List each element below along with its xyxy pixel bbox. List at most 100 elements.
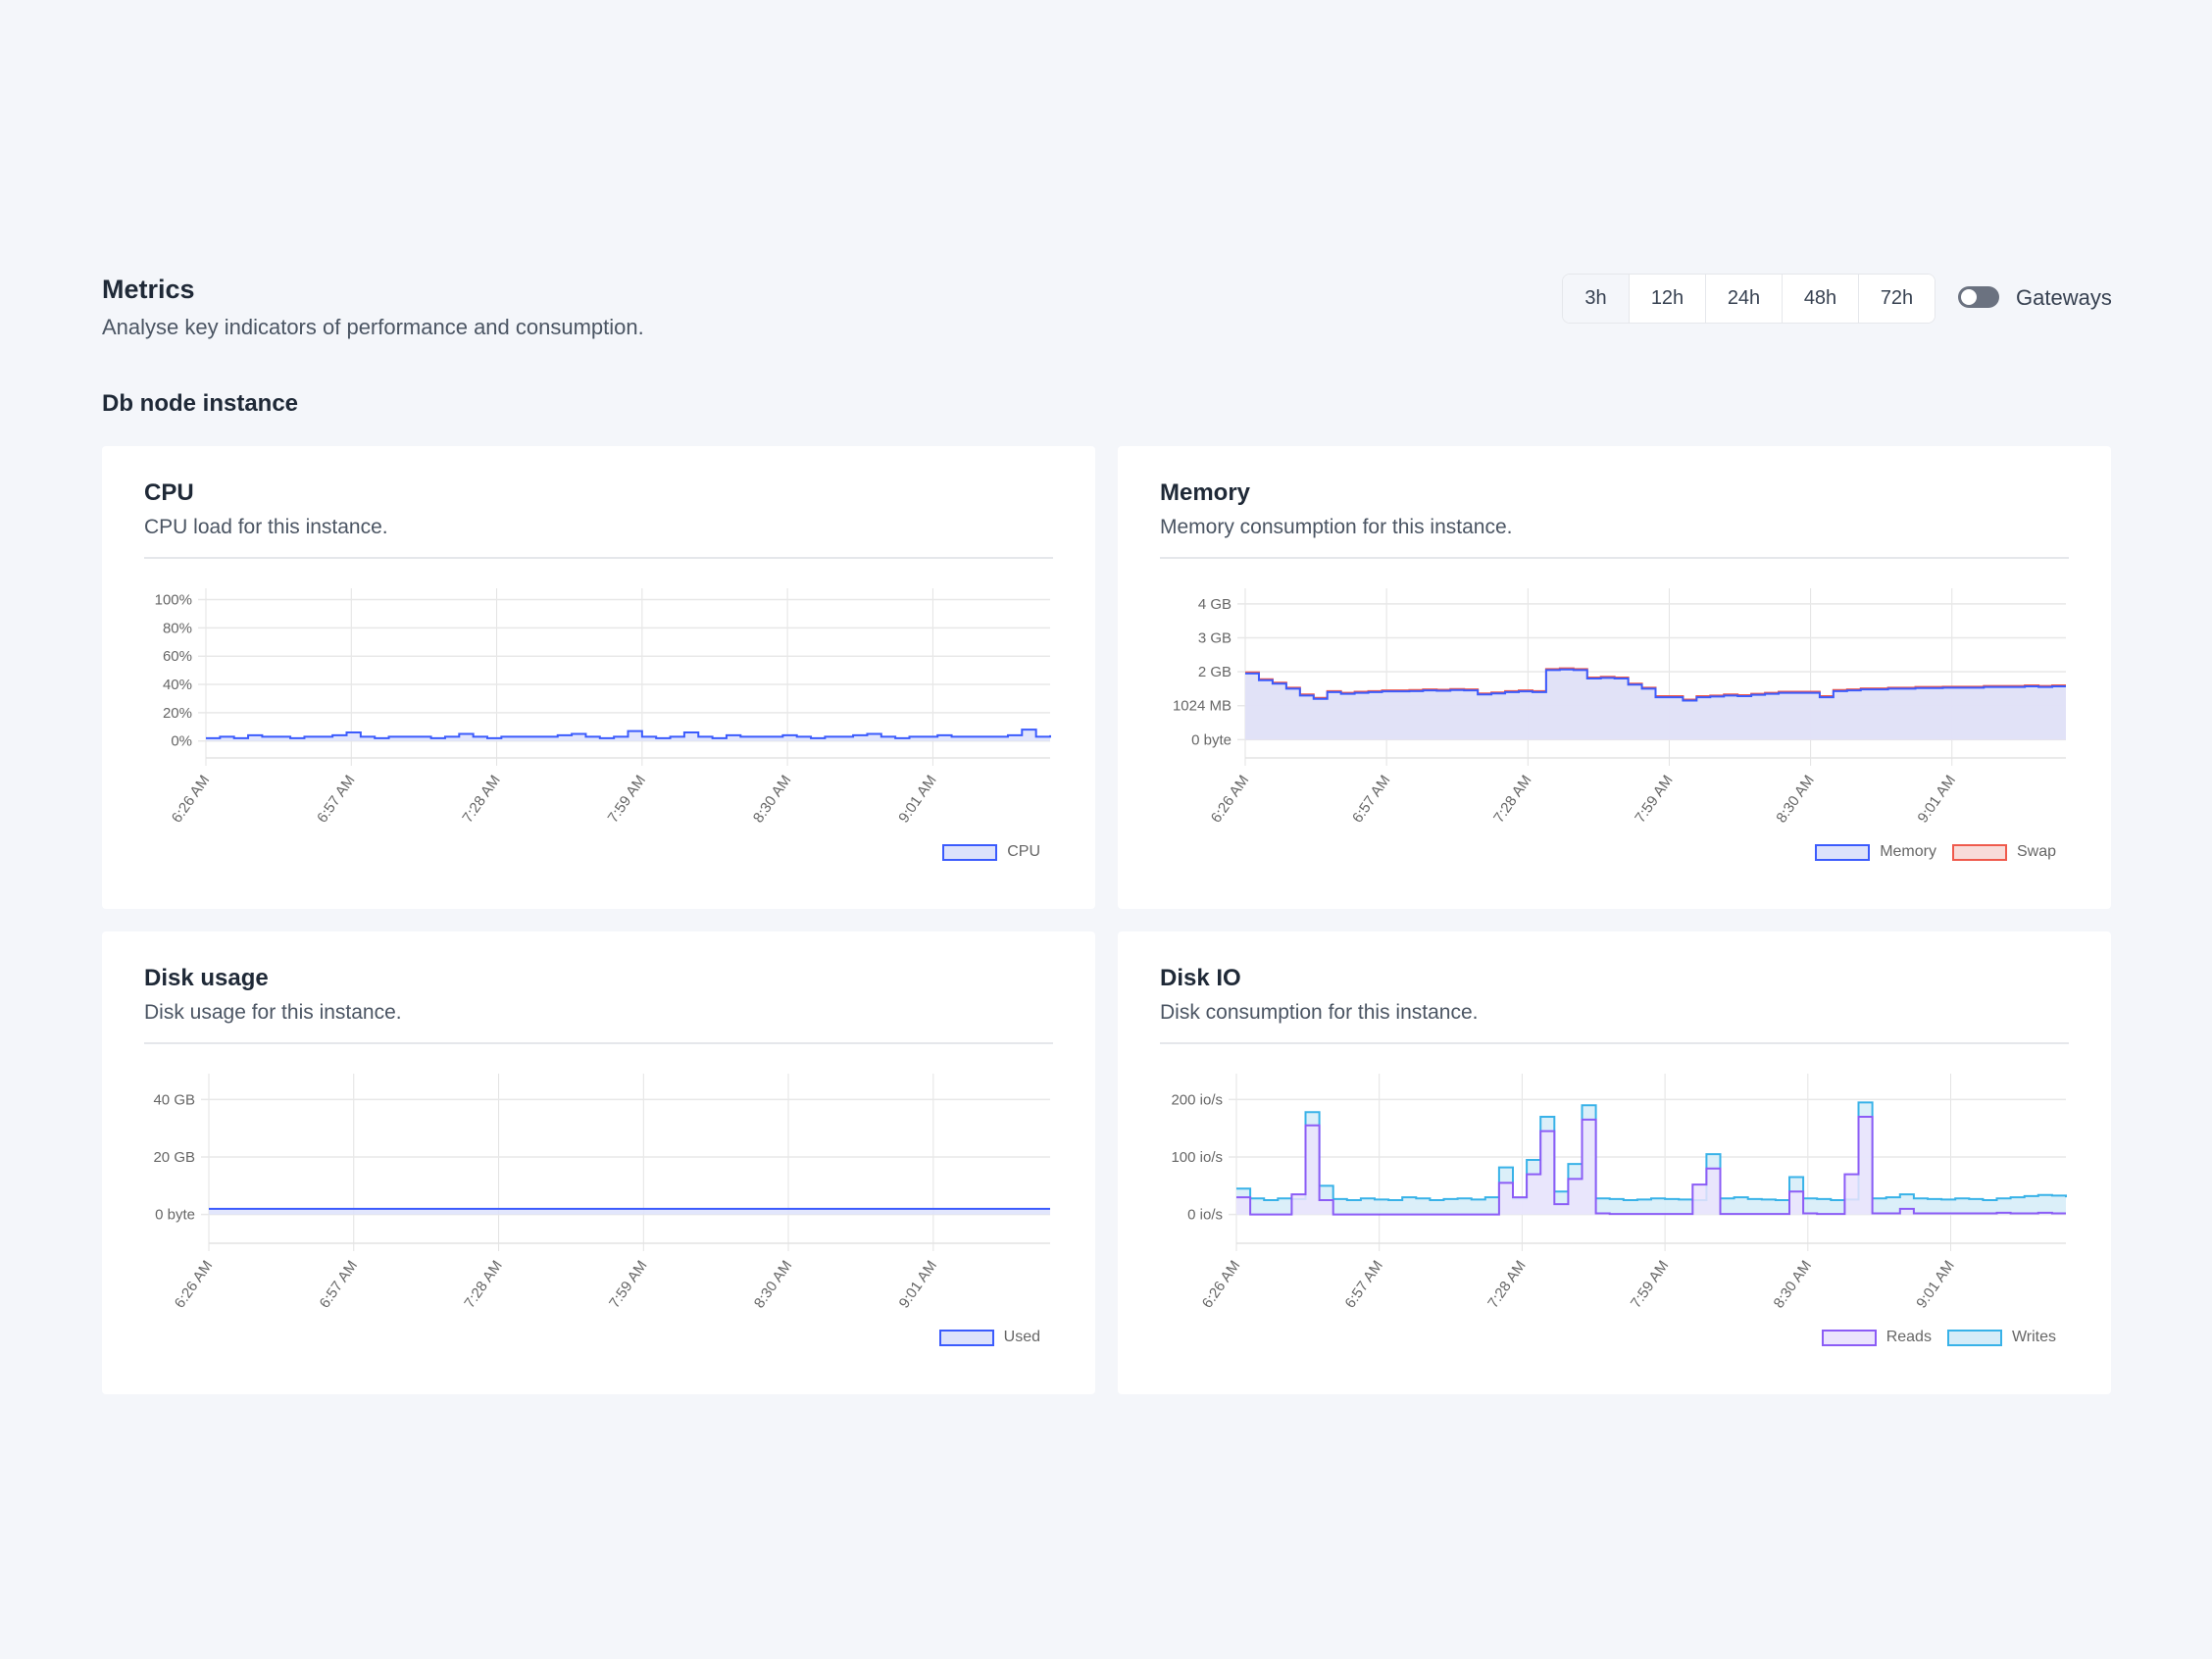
reads-line — [1236, 1115, 2066, 1216]
legend-swatch — [938, 1329, 994, 1346]
y-tick-label: 40 GB — [153, 1091, 195, 1108]
legend-label: Swap — [2016, 843, 2056, 860]
y-tick-label: 100 io/s — [1171, 1149, 1223, 1166]
y-tick-label: 20% — [163, 705, 192, 722]
gateways-toggle[interactable] — [1958, 286, 1999, 308]
range-12h-button[interactable]: 12h — [1629, 275, 1705, 323]
writes-line — [1236, 1101, 2067, 1202]
x-tick-label: 6:57 AM — [317, 1258, 361, 1312]
chart-legend: Reads Writes — [1821, 1329, 2056, 1346]
x-tick-label: 6:26 AM — [1199, 1258, 1243, 1312]
swap-line — [1245, 667, 2066, 701]
range-48h-button[interactable]: 48h — [1782, 275, 1858, 323]
chart-legend: Used — [938, 1329, 1040, 1346]
x-tick-label: 9:01 AM — [896, 1258, 940, 1312]
x-tick-label: 7:28 AM — [461, 1258, 505, 1312]
legend-label: Reads — [1885, 1329, 1932, 1345]
used-area — [209, 1208, 1050, 1215]
page-subtitle: Analyse key indicators of performance an… — [102, 315, 644, 339]
x-tick-label: 8:30 AM — [750, 773, 794, 827]
y-tick-label: 0 byte — [1191, 731, 1232, 748]
x-tick-label: 8:30 AM — [1773, 773, 1817, 827]
legend-swatch — [1815, 843, 1871, 861]
x-tick-label: 7:59 AM — [1632, 773, 1676, 827]
legend-item-reads[interactable]: Reads — [1821, 1329, 1932, 1346]
disk-usage-card: Disk usage Disk usage for this instance. 6… — [102, 931, 1095, 1394]
card-title: Memory — [1160, 479, 1251, 506]
x-tick-label: 6:26 AM — [1208, 773, 1252, 827]
legend-swatch — [942, 843, 998, 861]
y-tick-label: 60% — [163, 648, 192, 665]
memory-line — [1245, 668, 2066, 702]
y-tick-label: 200 io/s — [1171, 1091, 1223, 1108]
disk-io-chart: 6:26 AM 6:57 AM 7:28 AM 7:59 AM 8:30 AM 9:01 … — [1171, 1074, 2067, 1312]
cpu-line — [206, 729, 1051, 739]
time-range-selector: 3h 12h 24h 48h 72h — [1562, 274, 1936, 324]
card-subtitle: Disk usage for this instance. — [144, 1001, 402, 1024]
card-subtitle: Memory consumption for this instance. — [1160, 516, 1513, 538]
y-tick-label: 80% — [163, 620, 192, 636]
y-tick-label: 1024 MB — [1173, 698, 1232, 715]
x-tick-label: 6:57 AM — [1349, 773, 1393, 827]
x-tick-label: 8:30 AM — [1771, 1258, 1815, 1312]
y-tick-label: 0 io/s — [1187, 1207, 1223, 1224]
cpu-chart: 6:26 AM 6:57 AM 7:28 AM 7:59 AM 8:30 AM 9:01 … — [155, 588, 1051, 827]
x-tick-label: 6:26 AM — [169, 773, 213, 827]
range-3h-button[interactable]: 3h — [1563, 275, 1629, 323]
card-title: CPU — [144, 479, 194, 506]
legend-swatch — [1946, 1329, 2002, 1346]
x-tick-label: 9:01 AM — [1913, 1258, 1957, 1312]
card-title: Disk IO — [1160, 965, 1241, 991]
gateways-label: Gateways — [2016, 285, 2112, 310]
y-tick-label: 20 GB — [153, 1149, 195, 1166]
legend-item-memory[interactable]: Memory — [1815, 843, 1936, 861]
legend-item-cpu[interactable]: CPU — [942, 843, 1040, 861]
disk-usage-chart: 6:26 AM 6:57 AM 7:28 AM 7:59 AM 8:30 AM 9:01 … — [153, 1074, 1050, 1312]
legend-label: CPU — [1007, 843, 1040, 860]
memory-card: Memory Memory consumption for this instan… — [1118, 446, 2111, 909]
legend-item-writes[interactable]: Writes — [1946, 1329, 2056, 1346]
page-title: Metrics — [102, 275, 195, 304]
legend-item-used[interactable]: Used — [938, 1329, 1040, 1346]
section-title: Db node instance — [102, 390, 299, 417]
card-title: Disk usage — [144, 965, 269, 991]
card-subtitle: Disk consumption for this instance. — [1160, 1001, 1479, 1024]
divider — [1160, 1042, 2069, 1044]
card-subtitle: CPU load for this instance. — [144, 516, 388, 538]
x-tick-label: 7:28 AM — [459, 773, 503, 827]
chart-legend: CPU — [942, 843, 1040, 861]
legend-swatch — [1821, 1329, 1877, 1346]
cpu-card: CPU CPU load for this instance. 6:26 AM 6:5… — [102, 446, 1095, 909]
legend-label: Used — [1003, 1329, 1040, 1345]
x-tick-label: 7:59 AM — [1628, 1258, 1672, 1312]
x-tick-label: 7:59 AM — [606, 1258, 650, 1312]
legend-label: Memory — [1880, 843, 1936, 860]
x-tick-label: 7:28 AM — [1490, 773, 1534, 827]
disk-io-card: Disk IO Disk consumption for this instanc… — [1118, 931, 2111, 1394]
x-tick-label: 8:30 AM — [751, 1258, 795, 1312]
divider — [144, 557, 1053, 559]
x-tick-label: 9:01 AM — [895, 773, 939, 827]
x-tick-label: 6:57 AM — [314, 773, 358, 827]
chart-legend: Memory Swap — [1815, 843, 2056, 861]
legend-label: Writes — [2011, 1329, 2056, 1345]
x-tick-label: 6:57 AM — [1341, 1258, 1385, 1312]
range-24h-button[interactable]: 24h — [1705, 275, 1782, 323]
toggle-knob — [1961, 289, 1977, 305]
memory-area — [1245, 669, 2066, 740]
legend-swatch — [1951, 843, 2007, 861]
x-tick-label: 6:26 AM — [172, 1258, 216, 1312]
memory-chart: 6:26 AM 6:57 AM 7:28 AM 7:59 AM 8:30 AM 9:01 … — [1173, 588, 2066, 827]
y-tick-label: 4 GB — [1198, 596, 1232, 613]
y-tick-label: 100% — [155, 592, 192, 609]
y-tick-label: 40% — [163, 677, 192, 693]
divider — [144, 1042, 1053, 1044]
range-72h-button[interactable]: 72h — [1858, 275, 1935, 323]
x-tick-label: 9:01 AM — [1915, 773, 1959, 827]
legend-item-swap[interactable]: Swap — [1951, 843, 2056, 861]
divider — [1160, 557, 2069, 559]
x-tick-label: 7:59 AM — [605, 773, 649, 827]
y-tick-label: 0% — [171, 733, 192, 750]
y-tick-label: 2 GB — [1198, 664, 1232, 680]
y-tick-label: 3 GB — [1198, 630, 1232, 647]
